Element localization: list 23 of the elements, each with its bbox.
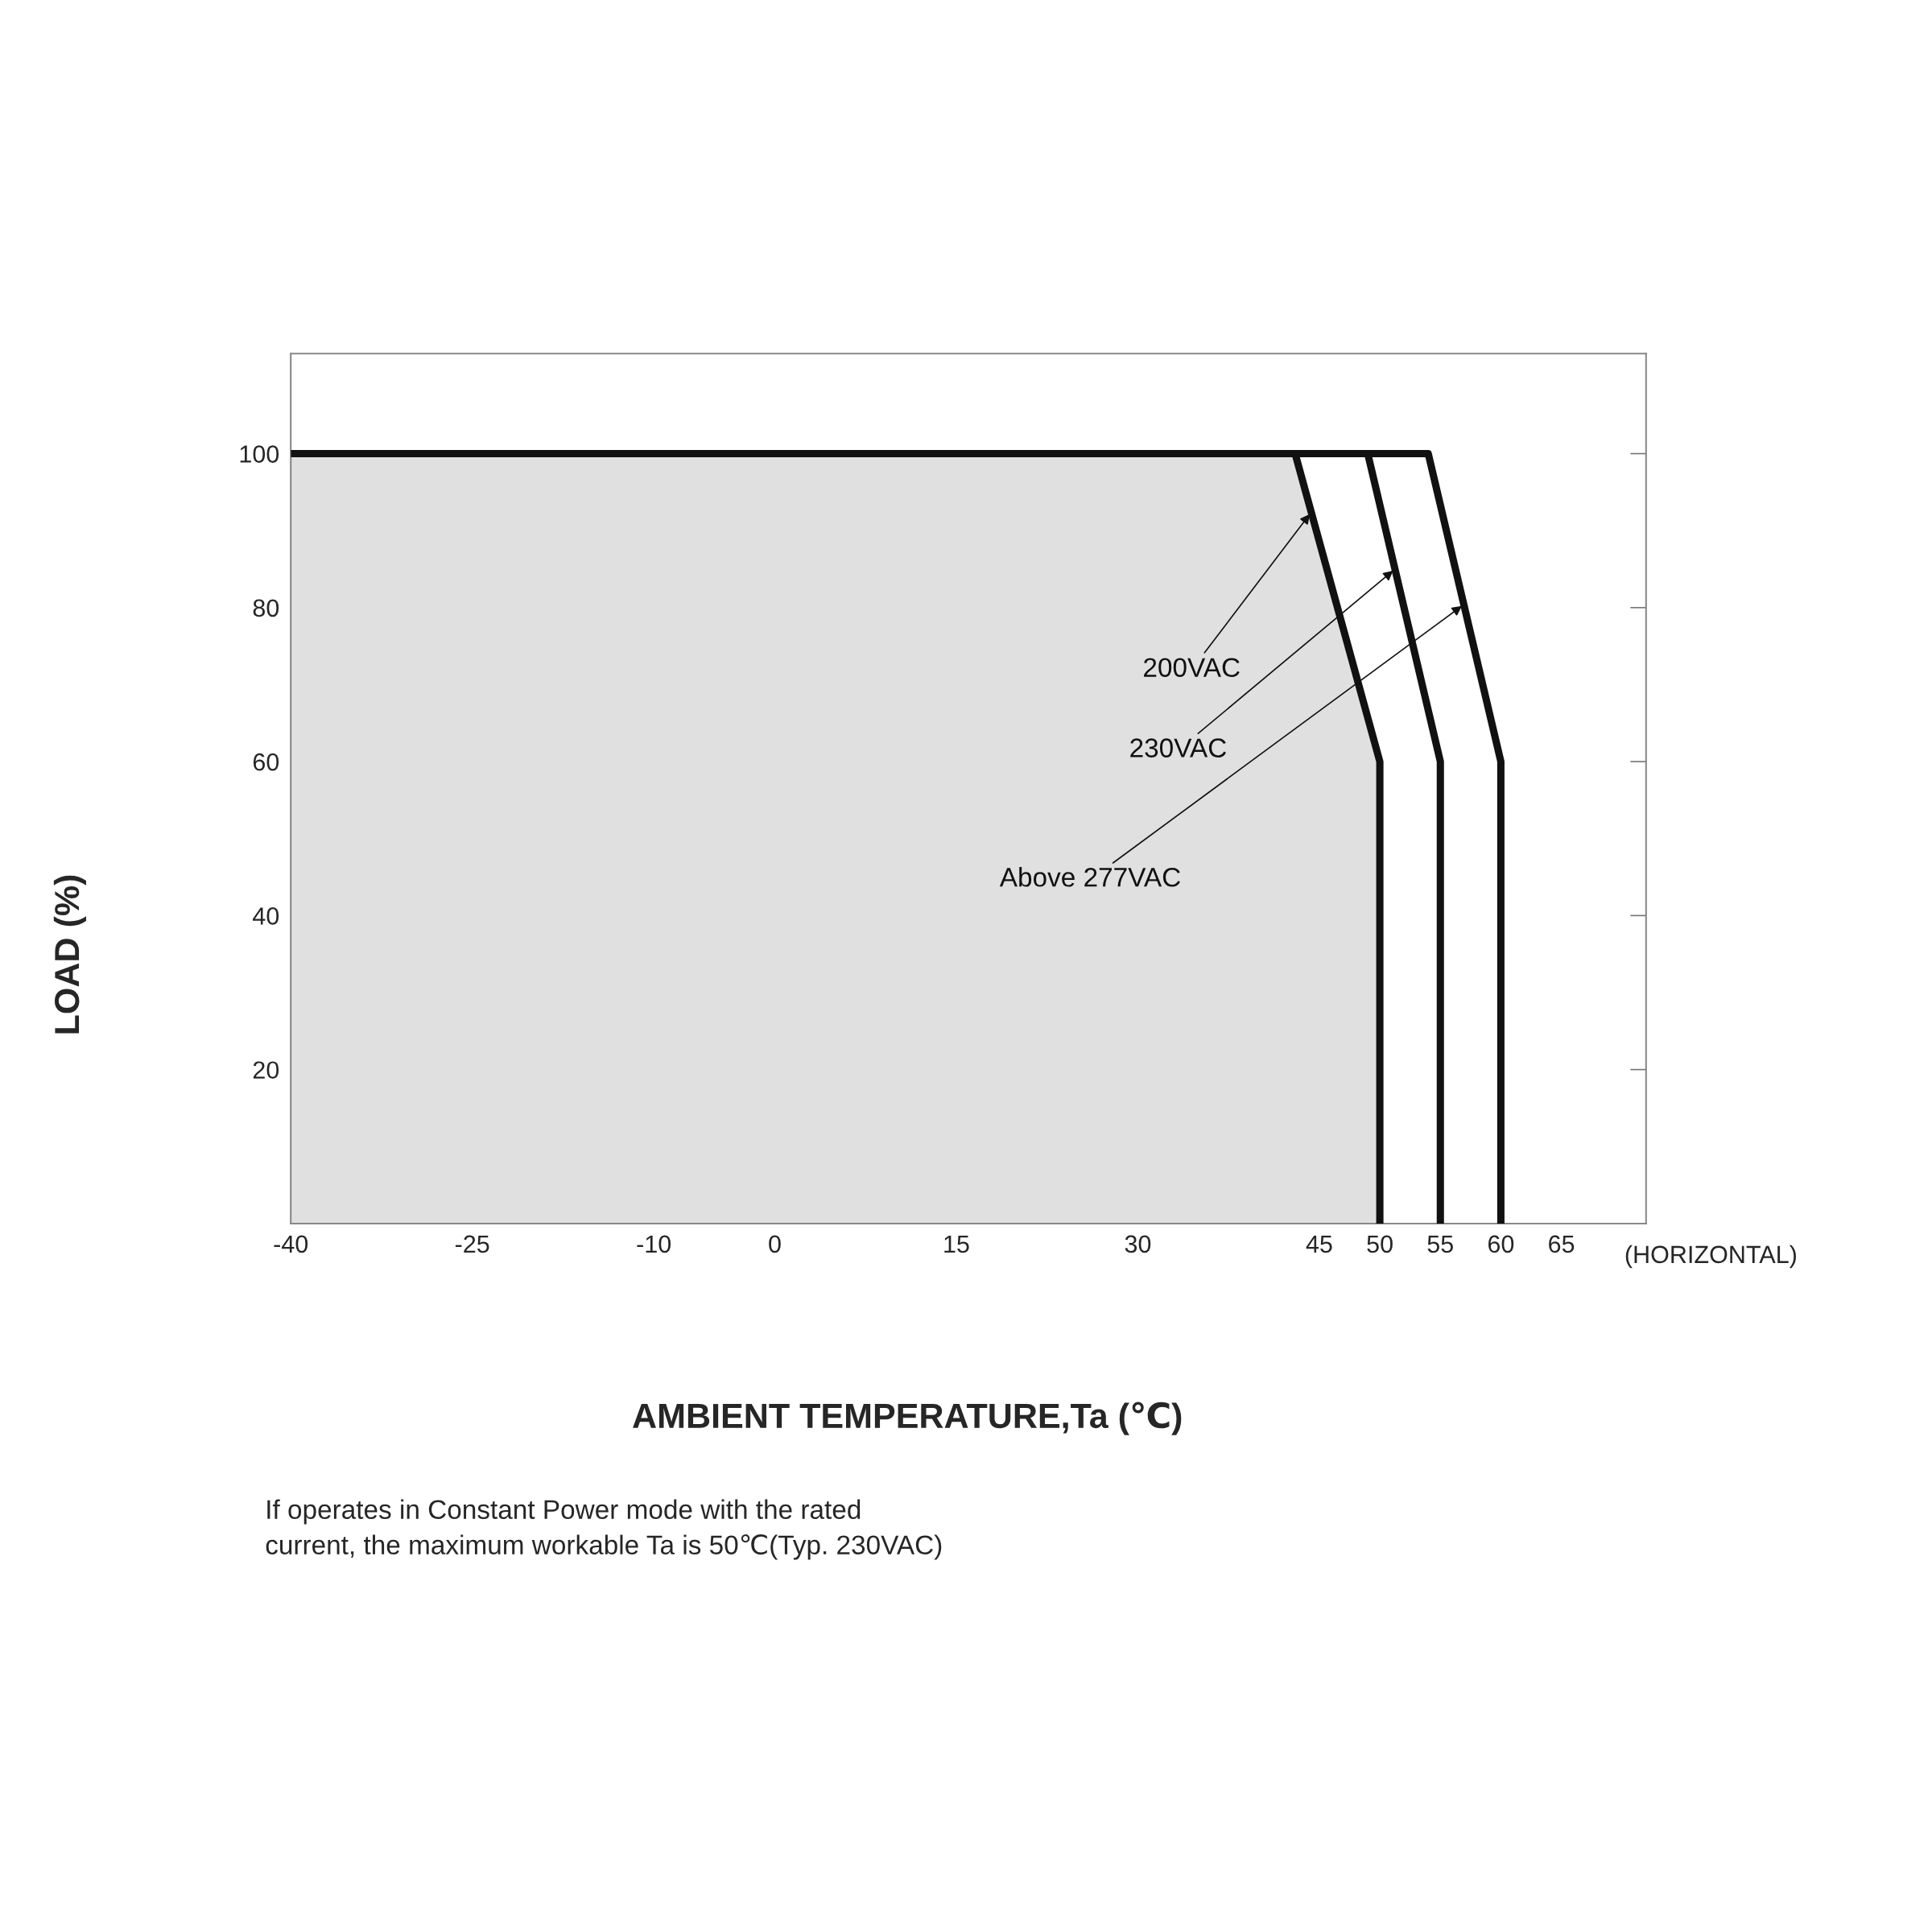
y-tick-label: 20 [253, 1061, 279, 1080]
text: (HORIZONTAL) [1625, 1245, 1796, 1269]
y-tick-label: 60 [253, 753, 279, 771]
x-tick-label: -40 [274, 1235, 308, 1253]
series-label: 200VAC [1144, 658, 1240, 677]
y-axis-title: LOAD (%) [53, 875, 86, 1034]
text: 230VAC [1130, 738, 1227, 758]
x-tick-label: 60 [1488, 1235, 1514, 1253]
x-tick-label: 15 [944, 1235, 969, 1253]
y-tick-label: 40 [253, 907, 279, 925]
x-tick-label: 65 [1549, 1235, 1575, 1253]
x-tick-label: -25 [455, 1235, 489, 1253]
x-tick-label: 45 [1306, 1235, 1332, 1253]
x-tick-label: 0 [769, 1235, 781, 1253]
x-tick-label: 55 [1427, 1235, 1453, 1253]
x-axis-title: AMBIENT TEMPERATURE,Ta (℃) [633, 1402, 1182, 1435]
x-tick-label: 50 [1367, 1235, 1393, 1253]
y-tick-label: 80 [253, 599, 279, 617]
x-tick-label: -10 [637, 1235, 671, 1253]
y-tick-label: 100 [240, 445, 279, 463]
x-tick-label: 30 [1125, 1235, 1151, 1253]
text: If operates in Constant Power mode with the rated current, the maximum workable Ta is 50℃(Typ. 230VAC) [266, 1499, 942, 1560]
text: Above 277VAC [999, 867, 1180, 887]
